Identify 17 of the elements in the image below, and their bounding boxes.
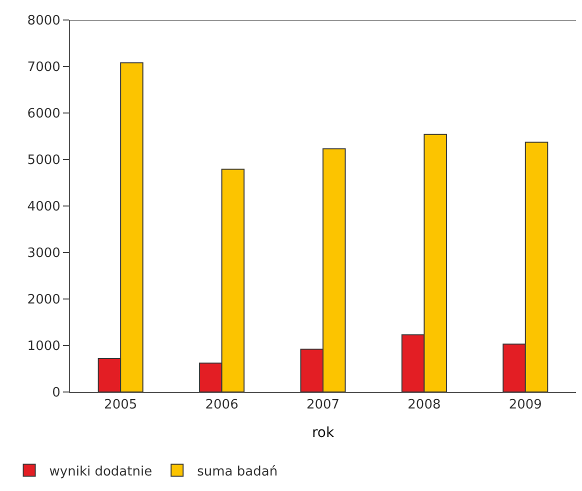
x-tick-label: 2009 <box>508 398 542 413</box>
legend-label: suma badań <box>197 464 278 480</box>
y-tick-label: 4000 <box>27 200 60 215</box>
x-tick-label: 2005 <box>104 398 138 413</box>
x-tick-label: 2007 <box>306 398 340 413</box>
y-tick-label: 1000 <box>27 339 60 354</box>
x-tick-label: 2008 <box>408 398 441 413</box>
y-tick-label: 3000 <box>27 246 60 262</box>
legend-label: wyniki dodatnie <box>49 464 152 480</box>
y-tick-label: 0 <box>52 386 60 401</box>
y-tick-label: 7000 <box>27 60 60 76</box>
y-tick-label: 2000 <box>27 292 60 308</box>
x-tick-label: 2006 <box>205 398 238 413</box>
y-tick-label: 5000 <box>27 153 60 168</box>
x-axis-title: rok <box>312 424 335 441</box>
y-tick-label: 6000 <box>27 106 60 122</box>
y-tick-label: 8000 <box>27 14 60 29</box>
